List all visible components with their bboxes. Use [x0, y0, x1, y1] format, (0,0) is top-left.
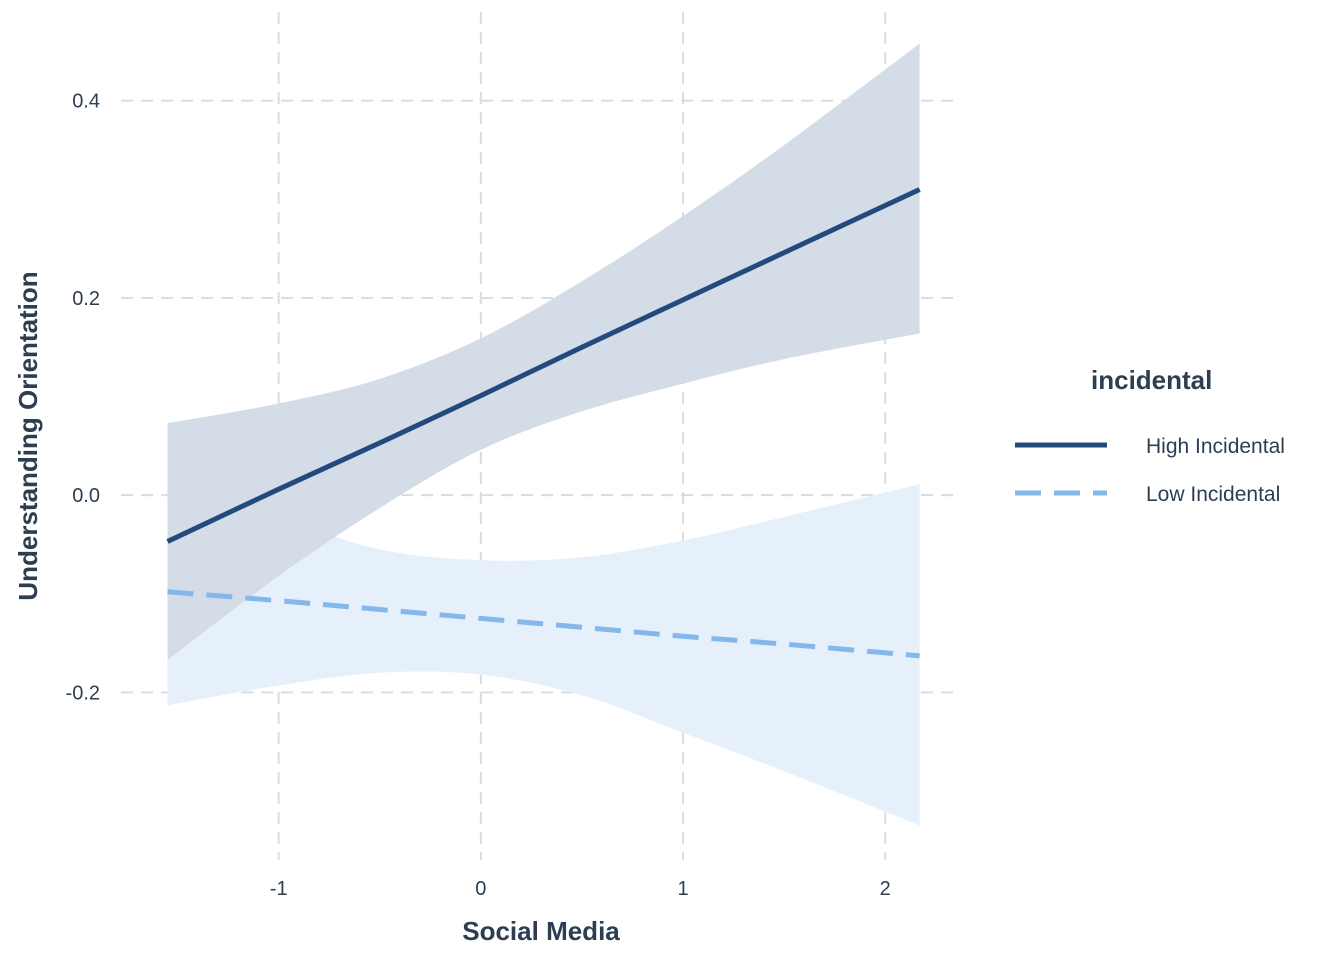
legend-items: High Incidental Low Incidental [1015, 435, 1285, 506]
y-tick-label: 0.2 [72, 288, 100, 310]
x-tick-label: -1 [270, 878, 288, 900]
confidence-band-high-incidental [167, 43, 920, 660]
series-lines [166, 187, 921, 659]
legend-label-low-incidental: Low Incidental [1146, 483, 1280, 506]
confidence-bands [167, 43, 920, 826]
x-axis-ticks: -1 0 1 2 [270, 878, 891, 900]
y-axis-ticks: -0.2 0.0 0.2 0.4 [66, 91, 100, 705]
x-tick-label: 1 [677, 878, 688, 900]
y-tick-label: 0.0 [72, 485, 100, 507]
confidence-band-low-incidental [167, 478, 920, 826]
series-line-high-incidental [166, 187, 921, 544]
y-axis-title: Understanding Orientation [13, 271, 43, 600]
x-tick-label: 0 [475, 878, 486, 900]
series-line-low-incidental [167, 589, 920, 659]
legend-title: incidental [1091, 365, 1212, 395]
x-tick-label: 2 [880, 878, 891, 900]
x-axis-title: Social Media [462, 916, 620, 946]
legend-label-high-incidental: High Incidental [1146, 435, 1285, 458]
y-tick-label: -0.2 [66, 682, 100, 704]
legend: incidental High Incidental Low Incidental [1015, 365, 1285, 506]
y-tick-label: 0.4 [72, 91, 100, 113]
